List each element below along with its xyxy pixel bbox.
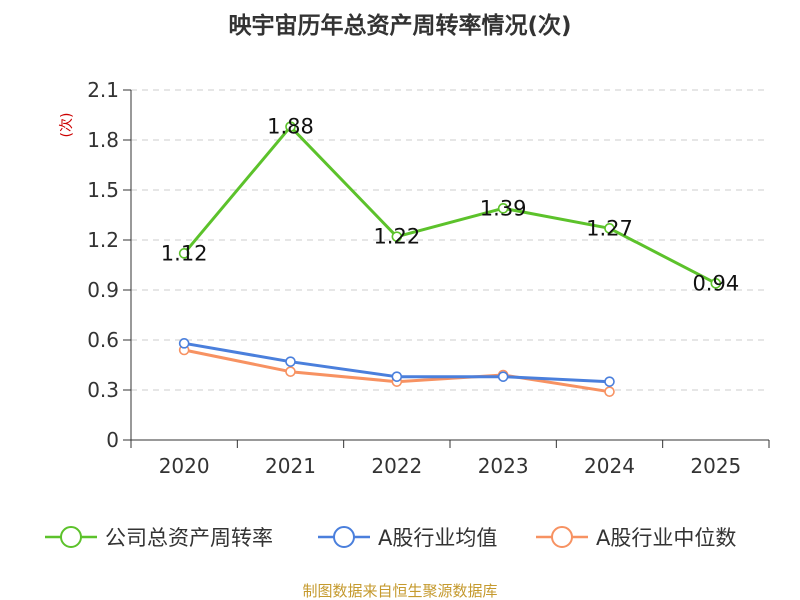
data-label: 1.39 xyxy=(480,196,527,220)
data-point xyxy=(178,248,190,259)
y-tick-label: 1.2 xyxy=(87,228,119,252)
x-tick-label: 2022 xyxy=(371,454,422,478)
data-point xyxy=(285,356,296,367)
source-note: 制图数据来自恒生聚源数据库 xyxy=(302,582,497,600)
y-axis-label: (次) xyxy=(59,113,75,138)
series-line xyxy=(183,125,717,285)
data-label: 1.12 xyxy=(161,241,208,265)
x-tick-label: 2020 xyxy=(159,454,210,478)
data-point xyxy=(178,338,190,349)
legend-marker xyxy=(333,526,355,548)
legend-label: A股行业均值 xyxy=(378,526,497,550)
legend: 公司总资产周转率 A股行业均值 A股行业中位数 xyxy=(45,526,736,550)
x-tick-label: 2025 xyxy=(690,454,741,478)
legend-item-0: 公司总资产周转率 xyxy=(45,526,273,550)
data-labels: 1.12 1.88 1.22 1.39 1.27 0.94 xyxy=(161,115,739,296)
y-tick-label: 0.9 xyxy=(87,278,119,302)
legend-item-2: A股行业中位数 xyxy=(536,526,736,550)
data-label: 1.22 xyxy=(373,225,420,249)
y-tick-label: 1.8 xyxy=(87,128,119,152)
data-point xyxy=(285,121,296,132)
grid-lines xyxy=(131,89,769,391)
data-label: 0.94 xyxy=(692,271,739,295)
y-tick-label: 0.3 xyxy=(87,378,119,402)
data-label: 1.88 xyxy=(267,115,314,139)
legend-label: A股行业中位数 xyxy=(596,526,736,550)
x-tick-label: 2021 xyxy=(265,454,316,478)
data-point xyxy=(604,386,615,397)
data-point xyxy=(604,223,615,234)
legend-marker xyxy=(551,526,573,548)
y-tick-label: 2.1 xyxy=(87,78,119,102)
series-layer xyxy=(178,121,722,397)
y-tick-label: 0.6 xyxy=(87,328,119,352)
data-point xyxy=(391,371,403,382)
y-tick-label: 0 xyxy=(106,428,119,452)
axes: 0 0.3 0.6 0.9 1.2 1.5 1.8 2.1 2020 2021 2022 2023 20… xyxy=(87,78,770,478)
data-point xyxy=(710,278,722,289)
y-tick-label: 1.5 xyxy=(87,178,119,202)
x-tick-label: 2023 xyxy=(478,454,529,478)
legend-item-1: A股行业均值 xyxy=(318,526,497,550)
data-label: 1.27 xyxy=(586,216,633,240)
data-point xyxy=(285,366,296,377)
data-point xyxy=(391,231,403,242)
chart-title: 映宇宙历年总资产周转率情况(次) xyxy=(228,12,571,39)
series-1 xyxy=(178,338,615,387)
series-0 xyxy=(178,121,722,289)
data-point xyxy=(604,376,615,387)
legend-marker xyxy=(60,526,82,548)
data-point xyxy=(497,371,509,382)
data-point xyxy=(497,203,509,214)
legend-label: 公司总资产周转率 xyxy=(105,526,273,550)
x-tick-label: 2024 xyxy=(584,454,635,478)
